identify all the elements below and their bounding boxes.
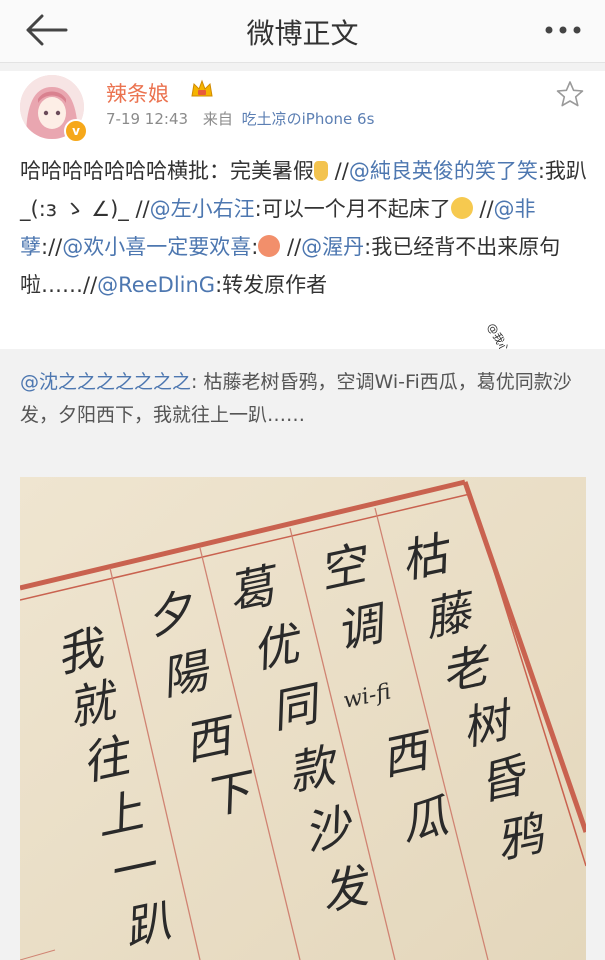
post-text-segment: :我趴_(:з ゝ ∠)_ // bbox=[20, 159, 587, 221]
post-text-segment: // bbox=[472, 197, 494, 221]
thumb-emoji-icon bbox=[314, 161, 328, 181]
verified-badge-icon: v bbox=[64, 119, 88, 143]
user-mention[interactable]: @純良英俊的笑了笑 bbox=[348, 159, 538, 183]
post-text-segment: // bbox=[328, 159, 349, 183]
post-text-segment: :我已经背不出来原句啦……// bbox=[20, 235, 561, 297]
post-text-segment: 哈哈哈哈哈哈哈横批：完美暑假 bbox=[20, 159, 314, 183]
back-arrow-icon[interactable] bbox=[24, 14, 68, 46]
page-title: 微博正文 bbox=[246, 17, 359, 50]
post-text-segment: :转发原作者 bbox=[215, 273, 328, 297]
user-mention[interactable]: @左小右汪 bbox=[149, 197, 255, 221]
post-time: 7-19 12:43 bbox=[106, 110, 189, 128]
smile-emoji-icon bbox=[450, 197, 473, 219]
member-crown-icon[interactable] bbox=[190, 78, 214, 100]
repost-body: : 枯藤老树昏鸦，空调Wi-Fi西瓜，葛优同款沙发，夕阳西下，我就往上一趴…… bbox=[20, 371, 572, 426]
repost-text[interactable]: @沈之之之之之之之: 枯藤老树昏鸦，空调Wi-Fi西瓜，葛优同款沙发，夕阳西下，… bbox=[20, 366, 590, 432]
user-mention[interactable]: @ReeDlinG bbox=[97, 273, 216, 297]
post-body: 哈哈哈哈哈哈哈横批：完美暑假 //@純良英俊的笑了笑:我趴_(:з ゝ ∠)_ … bbox=[20, 152, 590, 304]
source-link[interactable]: 吃土凉のiPhone 6s bbox=[241, 110, 375, 128]
section-divider bbox=[0, 63, 605, 71]
repost-author-mention[interactable]: @沈之之之之之之之 bbox=[20, 371, 192, 393]
post-text-segment: // bbox=[280, 235, 302, 259]
username[interactable]: 辣条娘 bbox=[106, 82, 169, 106]
blush-emoji-icon bbox=[258, 235, 281, 257]
handwritten-char: 趴 bbox=[119, 893, 175, 955]
user-mention[interactable]: @非孽 bbox=[20, 197, 536, 259]
handwriting-photo[interactable]: 枯藤老树昏鸦空调 wi-fi 西瓜葛优同款沙发夕陽西下我就往上一趴 bbox=[20, 477, 586, 960]
avatar[interactable] bbox=[20, 75, 84, 139]
top-bar: 微博正文 bbox=[0, 0, 605, 63]
more-options-icon[interactable] bbox=[543, 24, 583, 36]
favorite-star-icon[interactable] bbox=[555, 80, 585, 108]
post-meta: 7-19 12:43 来自 吃土凉のiPhone 6s bbox=[106, 108, 374, 129]
user-mention[interactable]: @渥丹 bbox=[301, 235, 365, 259]
user-mention[interactable]: @欢小喜一定要欢喜 bbox=[62, 235, 252, 259]
source-label: 来自 bbox=[202, 110, 233, 128]
post-text-segment: : bbox=[251, 235, 259, 259]
post-text-segment: :可以一个月不起床了 bbox=[254, 197, 451, 221]
post-text-segment: :// bbox=[41, 235, 63, 259]
